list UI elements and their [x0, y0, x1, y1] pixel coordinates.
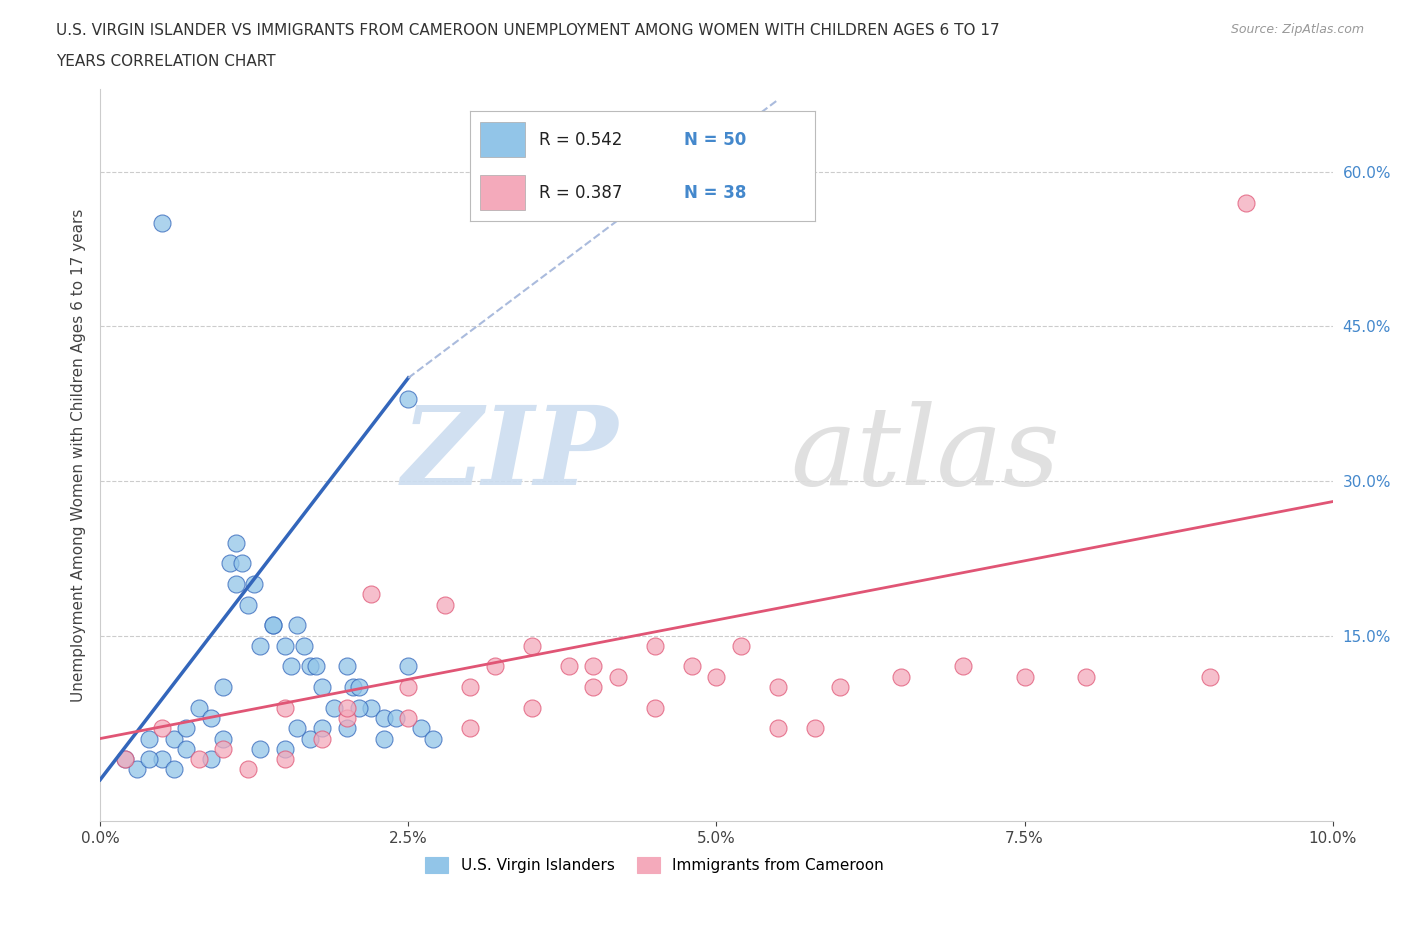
Point: [212, 741, 235, 756]
Point: [163, 762, 186, 777]
Point: [176, 741, 198, 756]
Point: [706, 670, 728, 684]
Point: [396, 392, 419, 406]
Point: [323, 700, 346, 715]
Point: [187, 700, 209, 715]
Legend: U.S. Virgin Islanders, Immigrants from Cameroon: U.S. Virgin Islanders, Immigrants from C…: [419, 851, 890, 879]
Point: [298, 659, 321, 674]
Point: [274, 751, 297, 766]
Point: [225, 577, 247, 591]
Point: [200, 711, 222, 725]
Point: [262, 618, 284, 632]
Point: [1236, 195, 1258, 210]
Point: [373, 711, 395, 725]
Point: [138, 751, 160, 766]
Point: [114, 751, 136, 766]
Point: [681, 659, 703, 674]
Point: [385, 711, 408, 725]
Point: [458, 680, 481, 695]
Point: [138, 731, 160, 746]
Point: [285, 721, 308, 736]
Text: ZIP: ZIP: [401, 402, 617, 509]
Point: [150, 721, 173, 736]
Point: [262, 618, 284, 632]
Point: [766, 680, 789, 695]
Point: [434, 597, 457, 612]
Point: [243, 577, 266, 591]
Point: [342, 680, 364, 695]
Text: Source: ZipAtlas.com: Source: ZipAtlas.com: [1230, 23, 1364, 36]
Point: [396, 680, 419, 695]
Point: [458, 721, 481, 736]
Point: [225, 536, 247, 551]
Point: [644, 700, 666, 715]
Point: [1198, 670, 1220, 684]
Point: [396, 659, 419, 674]
Point: [127, 762, 149, 777]
Point: [212, 680, 235, 695]
Point: [1014, 670, 1036, 684]
Point: [396, 711, 419, 725]
Point: [150, 216, 173, 231]
Point: [249, 638, 271, 653]
Point: [218, 556, 240, 571]
Point: [114, 751, 136, 766]
Point: [373, 731, 395, 746]
Point: [274, 700, 297, 715]
Point: [520, 638, 543, 653]
Point: [730, 638, 752, 653]
Point: [292, 638, 315, 653]
Point: [952, 659, 974, 674]
Point: [305, 659, 328, 674]
Point: [484, 659, 506, 674]
Point: [285, 618, 308, 632]
Point: [360, 587, 382, 602]
Point: [336, 721, 359, 736]
Point: [582, 680, 605, 695]
Point: [804, 721, 827, 736]
Point: [311, 731, 333, 746]
Point: [409, 721, 432, 736]
Point: [311, 680, 333, 695]
Point: [557, 659, 579, 674]
Point: [520, 700, 543, 715]
Point: [828, 680, 851, 695]
Point: [582, 659, 605, 674]
Point: [231, 556, 253, 571]
Point: [422, 731, 444, 746]
Point: [311, 721, 333, 736]
Point: [236, 762, 259, 777]
Point: [280, 659, 302, 674]
Point: [336, 659, 359, 674]
Text: YEARS CORRELATION CHART: YEARS CORRELATION CHART: [56, 54, 276, 69]
Point: [347, 680, 370, 695]
Point: [766, 721, 789, 736]
Text: atlas: atlas: [790, 402, 1060, 509]
Point: [1076, 670, 1098, 684]
Point: [212, 731, 235, 746]
Point: [236, 597, 259, 612]
Point: [347, 700, 370, 715]
Point: [274, 741, 297, 756]
Point: [336, 700, 359, 715]
Point: [163, 731, 186, 746]
Point: [360, 700, 382, 715]
Point: [644, 638, 666, 653]
Point: [187, 751, 209, 766]
Point: [150, 751, 173, 766]
Point: [336, 711, 359, 725]
Point: [200, 751, 222, 766]
Point: [606, 670, 628, 684]
Text: U.S. VIRGIN ISLANDER VS IMMIGRANTS FROM CAMEROON UNEMPLOYMENT AMONG WOMEN WITH C: U.S. VIRGIN ISLANDER VS IMMIGRANTS FROM …: [56, 23, 1000, 38]
Point: [274, 638, 297, 653]
Y-axis label: Unemployment Among Women with Children Ages 6 to 17 years: Unemployment Among Women with Children A…: [72, 208, 86, 702]
Point: [890, 670, 912, 684]
Point: [298, 731, 321, 746]
Point: [249, 741, 271, 756]
Point: [176, 721, 198, 736]
